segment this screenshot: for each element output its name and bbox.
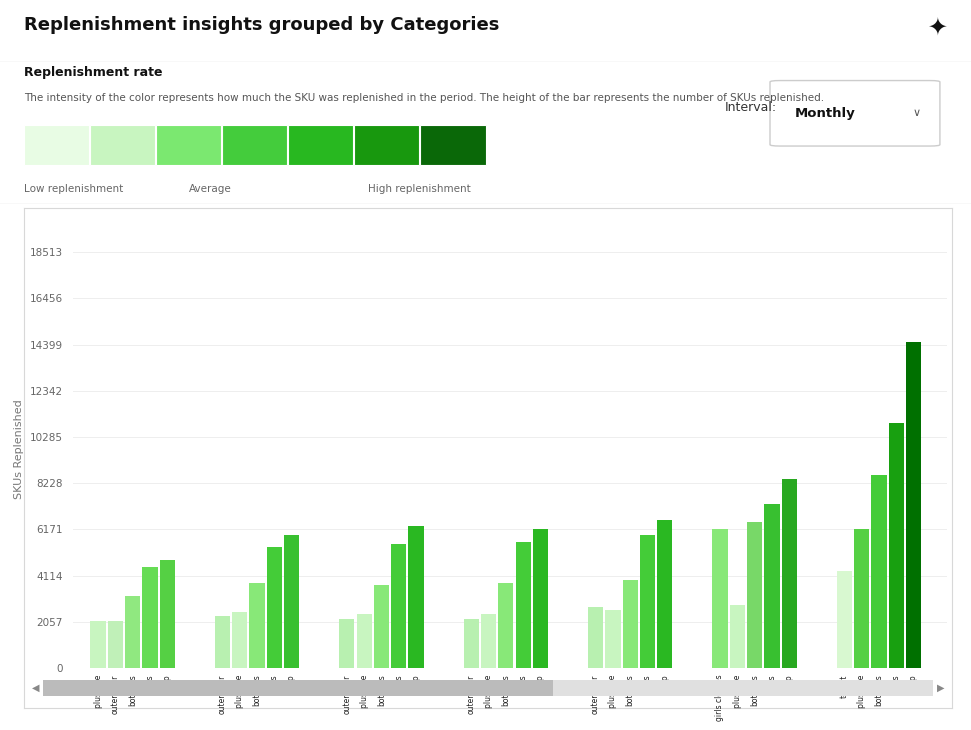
Text: plus size: plus size	[235, 675, 245, 708]
Text: dress: dress	[270, 675, 279, 695]
Text: Low replenishment: Low replenishment	[24, 185, 123, 194]
Bar	[533, 529, 548, 668]
Text: ◀: ◀	[32, 683, 39, 693]
Bar	[837, 572, 852, 668]
Text: plus size: plus size	[484, 675, 493, 708]
Bar	[640, 535, 655, 668]
Bar	[391, 545, 407, 668]
Bar	[143, 567, 157, 668]
Bar	[250, 583, 265, 668]
Bar	[516, 542, 531, 668]
Bar	[24, 125, 89, 164]
Text: bottoms: bottoms	[751, 675, 759, 707]
Text: The intensity of the color represents how much the SKU was replenished in the pe: The intensity of the color represents ho…	[24, 93, 824, 104]
Text: top: top	[536, 675, 545, 688]
Bar	[871, 474, 887, 668]
Bar	[267, 547, 282, 668]
Text: top: top	[412, 675, 420, 688]
Bar	[498, 583, 514, 668]
Bar	[354, 125, 419, 164]
Y-axis label: SKUs Replenished: SKUs Replenished	[14, 399, 24, 499]
Text: bottoms: bottoms	[252, 675, 261, 707]
Bar	[215, 616, 230, 668]
Bar	[764, 504, 780, 668]
Text: top: top	[785, 675, 793, 688]
Bar	[90, 125, 155, 164]
Text: bottoms: bottoms	[875, 675, 884, 707]
Bar	[374, 585, 389, 668]
Bar	[588, 607, 603, 668]
Text: plus size: plus size	[857, 675, 866, 708]
Bar	[125, 596, 140, 668]
Bar	[481, 614, 496, 668]
Bar	[108, 620, 123, 668]
Text: Average: Average	[189, 185, 232, 194]
Bar	[854, 529, 869, 668]
Text: dress: dress	[394, 675, 403, 695]
Text: ∨: ∨	[913, 108, 921, 118]
Text: bottoms: bottoms	[625, 675, 635, 707]
Text: outerwear: outerwear	[591, 675, 600, 714]
Bar	[232, 612, 248, 668]
Bar	[288, 125, 353, 164]
Text: dress: dress	[643, 675, 653, 695]
Bar	[888, 423, 904, 668]
Text: Monthly: Monthly	[794, 107, 855, 120]
Text: girls clothes: girls clothes	[716, 675, 724, 721]
FancyBboxPatch shape	[770, 80, 940, 146]
Bar	[747, 522, 762, 668]
Text: outerwear: outerwear	[467, 675, 476, 714]
Bar	[43, 680, 552, 696]
Text: dress: dress	[891, 675, 901, 695]
Text: outerwear: outerwear	[111, 675, 119, 714]
Text: dress: dress	[767, 675, 777, 695]
Text: plus size: plus size	[93, 675, 103, 708]
Text: top: top	[287, 675, 296, 688]
Text: plus size: plus size	[733, 675, 742, 708]
Bar	[605, 610, 620, 668]
Text: plus size: plus size	[359, 675, 369, 708]
Bar	[713, 529, 727, 668]
Text: ▶: ▶	[937, 683, 944, 693]
Text: t-shirt: t-shirt	[840, 675, 849, 698]
Bar	[729, 605, 745, 668]
Bar	[159, 560, 175, 668]
Bar	[409, 526, 423, 668]
Text: dress: dress	[519, 675, 527, 695]
Text: bottoms: bottoms	[128, 675, 137, 707]
Text: bottoms: bottoms	[501, 675, 511, 707]
Bar	[339, 618, 354, 668]
Text: top: top	[909, 675, 919, 688]
Bar	[622, 580, 638, 668]
Bar	[420, 125, 486, 164]
Text: High replenishment: High replenishment	[368, 185, 470, 194]
Bar	[285, 535, 299, 668]
Text: top: top	[660, 675, 669, 688]
Text: Replenishment insights grouped by Categories: Replenishment insights grouped by Catego…	[24, 16, 500, 34]
Bar	[43, 680, 933, 696]
Text: Interval:: Interval:	[724, 101, 777, 114]
Text: bottoms: bottoms	[377, 675, 385, 707]
Text: ✦: ✦	[927, 16, 947, 40]
Bar	[356, 614, 372, 668]
Bar	[782, 480, 797, 668]
Text: Replenishment rate: Replenishment rate	[24, 66, 163, 80]
Text: plus size: plus size	[609, 675, 618, 708]
Text: top: top	[163, 675, 172, 688]
Text: outerwear: outerwear	[218, 675, 227, 714]
Text: outerwear: outerwear	[343, 675, 352, 714]
Text: dress: dress	[146, 675, 154, 695]
Bar	[156, 125, 221, 164]
Bar	[906, 342, 921, 668]
Bar	[463, 618, 479, 668]
Bar	[222, 125, 287, 164]
Bar	[657, 520, 673, 668]
Bar	[90, 620, 106, 668]
